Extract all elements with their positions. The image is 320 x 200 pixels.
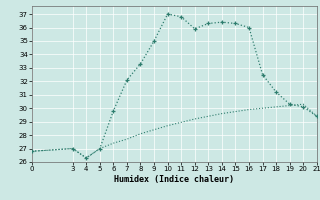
X-axis label: Humidex (Indice chaleur): Humidex (Indice chaleur) [115,175,234,184]
